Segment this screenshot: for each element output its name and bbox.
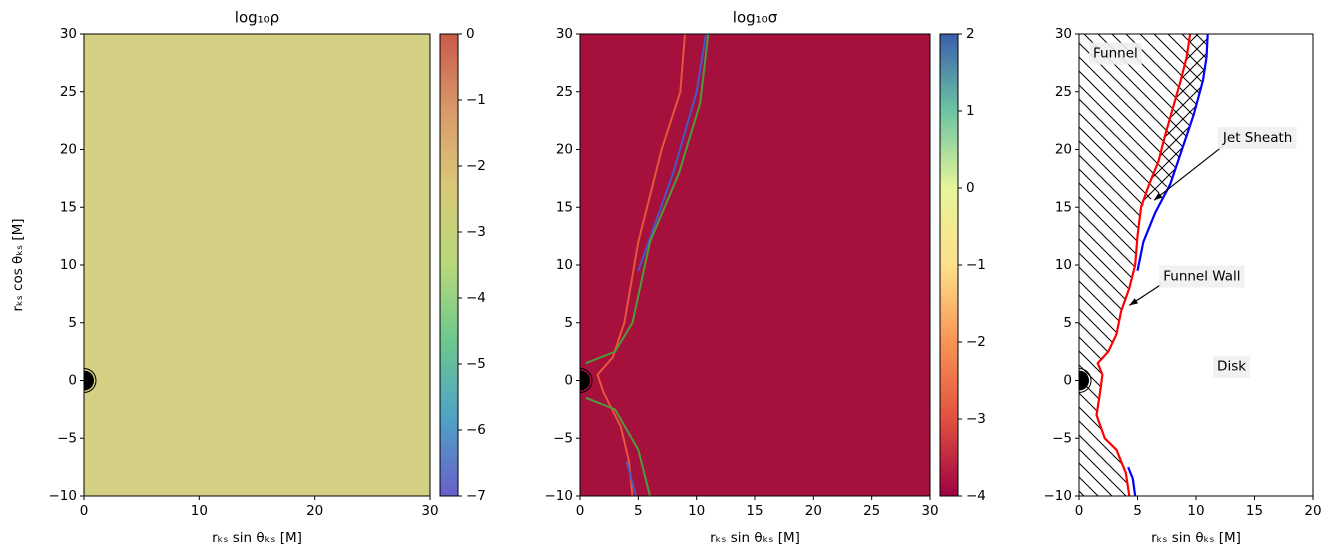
x-tick-label: 0 (576, 503, 585, 519)
horizon (580, 370, 590, 391)
y-tick-label: 5 (68, 315, 77, 331)
y-tick-label: −5 (553, 430, 573, 446)
contour (637, 34, 707, 272)
horizon (1079, 370, 1089, 391)
annotation: Disk (1217, 359, 1246, 375)
x-tick-label: 25 (863, 503, 880, 519)
y-tick-label: 0 (564, 373, 573, 389)
colorbar-tick-label: −3 (466, 224, 486, 240)
x-tick-label: 0 (1075, 503, 1084, 519)
x-tick-label: 30 (421, 503, 438, 519)
y-tick-label: −10 (1044, 488, 1073, 504)
colorbar-tick-label: 2 (966, 26, 975, 42)
x-tick-label: 5 (634, 503, 643, 519)
heat-region (84, 34, 430, 496)
y-tick-label: 25 (556, 84, 573, 100)
plot-area (84, 34, 430, 496)
x-tick-label: 15 (1246, 503, 1263, 519)
y-tick-label: 10 (1055, 257, 1072, 273)
x-tick-label: 20 (805, 503, 822, 519)
y-tick-label: 5 (564, 315, 573, 331)
arrow (1153, 145, 1224, 201)
contour (585, 396, 651, 496)
annotation-box (1217, 126, 1297, 149)
y-tick-label: 0 (1063, 373, 1072, 389)
x-tick-label: 10 (191, 503, 208, 519)
y-tick-label: 20 (556, 142, 573, 158)
annotation-box (1089, 42, 1142, 65)
colorbar-tick-label: 0 (466, 26, 475, 42)
horizon-ring (1079, 368, 1092, 393)
plot-area (1079, 34, 1209, 496)
x-tick-label: 15 (746, 503, 763, 519)
panel: Funnel Jet Sheath Funnel Wall Disk 0 5 10 15 20 −… (1044, 26, 1322, 546)
contour (596, 34, 686, 496)
x-tick-label: 30 (921, 503, 938, 519)
x-tick-label: 5 (1133, 503, 1142, 519)
x-tick-label: 10 (1187, 503, 1204, 519)
y-tick-label: 10 (556, 257, 573, 273)
y-tick-label: 30 (60, 26, 77, 42)
annotation-box (1159, 265, 1245, 288)
y-tick-label: 15 (60, 199, 77, 215)
chart-title: log₁₀σ (733, 9, 778, 27)
heat-region (580, 34, 930, 496)
x-axis-label: rₖₛ sin θₖₛ [M] (1151, 530, 1241, 546)
colorbar-tick-label: −3 (966, 411, 986, 427)
colorbar-tick-label: −6 (466, 422, 486, 438)
colorbar-tick-label: −4 (466, 290, 486, 306)
annotation: Funnel Wall (1163, 269, 1240, 285)
colorbar-tick-label: 0 (966, 180, 975, 196)
arrow-head (1129, 298, 1139, 306)
y-tick-label: 20 (60, 142, 77, 158)
y-tick-label: −10 (49, 488, 78, 504)
contour (625, 461, 637, 496)
y-tick-label: 10 (60, 257, 77, 273)
curve (1127, 34, 1209, 496)
y-tick-label: −5 (57, 430, 77, 446)
arrow-head (1153, 192, 1163, 201)
y-tick-label: −5 (1052, 430, 1072, 446)
horizon (84, 370, 94, 391)
y-tick-label: 20 (1055, 142, 1072, 158)
y-tick-label: 30 (1055, 26, 1072, 42)
annotation: Jet Sheath (1222, 130, 1292, 146)
y-tick-label: 5 (1063, 315, 1072, 331)
y-axis-label: rₖₛ cos θₖₛ [M] (10, 218, 26, 311)
colorbar-tick-label: −1 (466, 92, 486, 108)
colorbar-tick-label: −5 (466, 356, 486, 372)
y-tick-label: 0 (68, 373, 77, 389)
plot-area (580, 34, 930, 496)
annotation: Funnel (1093, 46, 1138, 62)
chart-title: log₁₀ρ (235, 9, 279, 27)
colorbar-tick-label: −1 (966, 257, 986, 273)
contour (585, 34, 710, 365)
x-axis-label: rₖₛ sin θₖₛ [M] (710, 530, 800, 546)
colorbar-tick-label: −4 (966, 488, 986, 504)
horizon-ring (580, 368, 593, 393)
x-tick-label: 0 (80, 503, 89, 519)
y-tick-label: 30 (556, 26, 573, 42)
colorbar (939, 33, 959, 497)
y-tick-label: 15 (556, 199, 573, 215)
colorbar-tick-label: −2 (966, 334, 986, 350)
colorbar (439, 33, 459, 497)
y-tick-label: 25 (60, 84, 77, 100)
y-tick-label: 15 (1055, 199, 1072, 215)
x-tick-label: 20 (1304, 503, 1321, 519)
colorbar-tick-label: −2 (466, 158, 486, 174)
horizon-ring (84, 368, 97, 393)
colorbar-tick-label: −7 (466, 488, 486, 504)
curve (1095, 34, 1192, 496)
x-tick-label: 10 (688, 503, 705, 519)
x-axis-label: rₖₛ sin θₖₛ [M] (212, 530, 302, 546)
annotation-box (1213, 355, 1251, 378)
x-tick-label: 20 (306, 503, 323, 519)
y-tick-label: 25 (1055, 84, 1072, 100)
y-tick-label: −10 (545, 488, 574, 504)
colorbar-tick-label: 1 (966, 103, 975, 119)
